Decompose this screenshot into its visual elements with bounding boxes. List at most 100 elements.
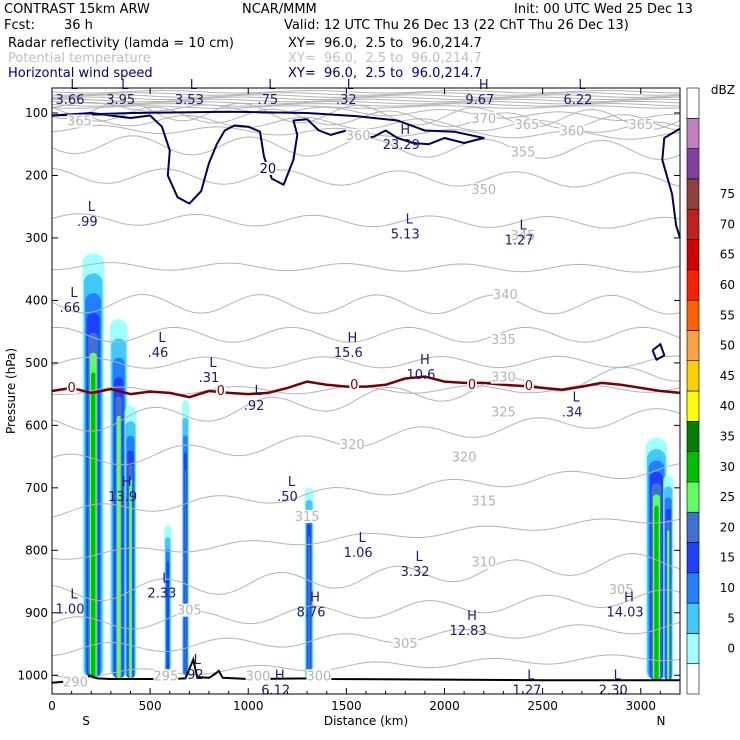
extremum-type-4: L: [347, 78, 355, 93]
zero-label-3: 0: [468, 378, 476, 393]
field-3-xy: XY= 96.0, 2.5 to 96.0,214.7: [288, 66, 482, 81]
theta-label-8: 345: [511, 229, 536, 244]
y-tick-label-4: 500: [25, 356, 48, 370]
theta-label-23-bg: [63, 675, 88, 689]
theta-contour-12: [51, 262, 681, 273]
extremum-value-15: 10.6: [406, 368, 435, 383]
zero-label-4: 0: [525, 379, 533, 394]
theta-label-15-bg: [471, 494, 497, 508]
theta-label-4: 360: [560, 124, 585, 139]
extremum-value-16: .92: [244, 399, 265, 414]
theta-label-2-bg: [471, 111, 497, 125]
theta-contour-13: [51, 213, 681, 229]
colorbar-label-0: 0: [727, 642, 735, 656]
extremum-type-0: L: [70, 78, 78, 93]
extremum-value-27: .92: [183, 668, 204, 683]
theta-label-7-bg: [471, 183, 497, 197]
theta-contour-5: [51, 463, 681, 518]
theta-label-11: 330: [491, 371, 516, 386]
theta-label-11-bg: [490, 370, 516, 384]
colorbar-label-8: 40: [720, 399, 735, 413]
theta-label-3-bg: [514, 118, 540, 132]
theta-label-1-bg: [345, 128, 371, 142]
extremum-value-10: 1.27: [505, 234, 534, 249]
theta-label-18-bg: [608, 583, 634, 597]
reflectivity-cell-3-4: [166, 561, 169, 679]
colorbar-segment-13: [686, 269, 700, 301]
colorbar-segment-11: [686, 330, 700, 361]
extremum-value-3: .75: [258, 93, 279, 108]
y-tick-label-2: 300: [25, 231, 48, 245]
zero-label-0: 0: [67, 381, 75, 396]
extremum-value-17: .34: [562, 405, 583, 420]
theta-label-20: 305: [177, 604, 202, 619]
theta-label-12: 325: [491, 406, 516, 421]
wind-contour-0: [51, 110, 485, 205]
extremum-type-3: L: [268, 78, 276, 93]
colorbar-segment-9: [686, 390, 700, 422]
y-tick-label-6: 700: [25, 481, 48, 495]
extremum-value-4: .32: [336, 93, 357, 108]
extremum-value-13: 15.6: [334, 346, 363, 361]
theta-label-18: 305: [609, 583, 634, 598]
theta-contour-1: [51, 621, 681, 657]
reflectivity-layer: [82, 253, 674, 681]
freezing-level-layer: [51, 375, 681, 399]
section-start-label: S: [82, 714, 90, 728]
extremum-type-16: L: [255, 384, 263, 399]
theta-label-22-bg: [153, 669, 179, 683]
theta-label-24: 315: [295, 510, 320, 525]
extremum-type-17: L: [572, 390, 580, 405]
theta-label-0: 365: [67, 114, 92, 129]
extremum-value-22: 2.33: [147, 587, 176, 602]
theta-top-contour-6: [51, 103, 681, 107]
colorbar-segment-0: [686, 663, 700, 695]
field-1-name: Radar reflectivity (lamda = 10 cm): [8, 36, 234, 51]
label-layer: 365 360 370 365 360 365 355 350 345 340 335 330 325 3…: [56, 78, 654, 698]
extremum-value-28: 6.12: [261, 684, 290, 699]
colorbar-unit: dBZ: [711, 83, 735, 97]
colorbar-segment-16: [686, 178, 700, 210]
theta-label-24-bg: [294, 509, 320, 523]
reflectivity-cell-6-7: [654, 505, 659, 681]
theta-label-14: 320: [452, 451, 477, 466]
extremum-value-0: 3.66: [56, 93, 85, 108]
colorbar-label-5: 25: [720, 490, 735, 504]
theta-label-22: 295: [153, 669, 178, 684]
extremum-type-15: H: [420, 353, 430, 368]
field-2-xy: XY= 96.0, 2.5 to 96.0,214.7: [288, 51, 482, 66]
x-tick-label-1: 500: [139, 699, 162, 713]
colorbar-label-15: 75: [720, 187, 735, 201]
x-tick-label-6: 3000: [625, 699, 656, 713]
reflectivity-cell-0-7: [91, 372, 96, 679]
theta-label-7: 350: [471, 183, 496, 198]
zero-label-1-bg: [215, 384, 226, 397]
colorbar-label-2: 10: [720, 581, 735, 595]
theta-label-13: 320: [340, 438, 365, 453]
forecast-label: Fcst:: [4, 18, 35, 33]
theta-label-20-bg: [176, 603, 202, 617]
theta-contour-4: [51, 518, 681, 560]
theta-label-23: 290: [63, 676, 88, 691]
extremum-type-20: L: [359, 531, 367, 546]
x-tick-label-3: 1500: [331, 699, 362, 713]
theta-contour-10: [51, 326, 681, 343]
theta-label-4-bg: [559, 124, 585, 138]
colorbar-segment-18: [686, 118, 700, 149]
zero-label-2: 0: [350, 378, 358, 393]
theta-label-2: 370: [471, 112, 496, 127]
theta-label-21: 300: [306, 669, 331, 684]
theta-label-13-bg: [339, 438, 365, 452]
forecast-hours: 36 h: [64, 18, 93, 33]
y-axis-title: Pressure (hPa): [4, 348, 18, 434]
colorbar-segment-4: [686, 542, 700, 574]
colorbar-segment-3: [686, 572, 700, 604]
organization: NCAR/MMM: [242, 2, 317, 17]
colorbar-label-13: 65: [720, 248, 735, 262]
y-tick-label-9: 1000: [17, 668, 48, 682]
colorbar-label-10: 50: [720, 339, 735, 353]
wind-label-0: 20: [260, 162, 277, 177]
extremum-type-29: L: [527, 669, 535, 684]
colorbar-segment-2: [686, 602, 700, 634]
